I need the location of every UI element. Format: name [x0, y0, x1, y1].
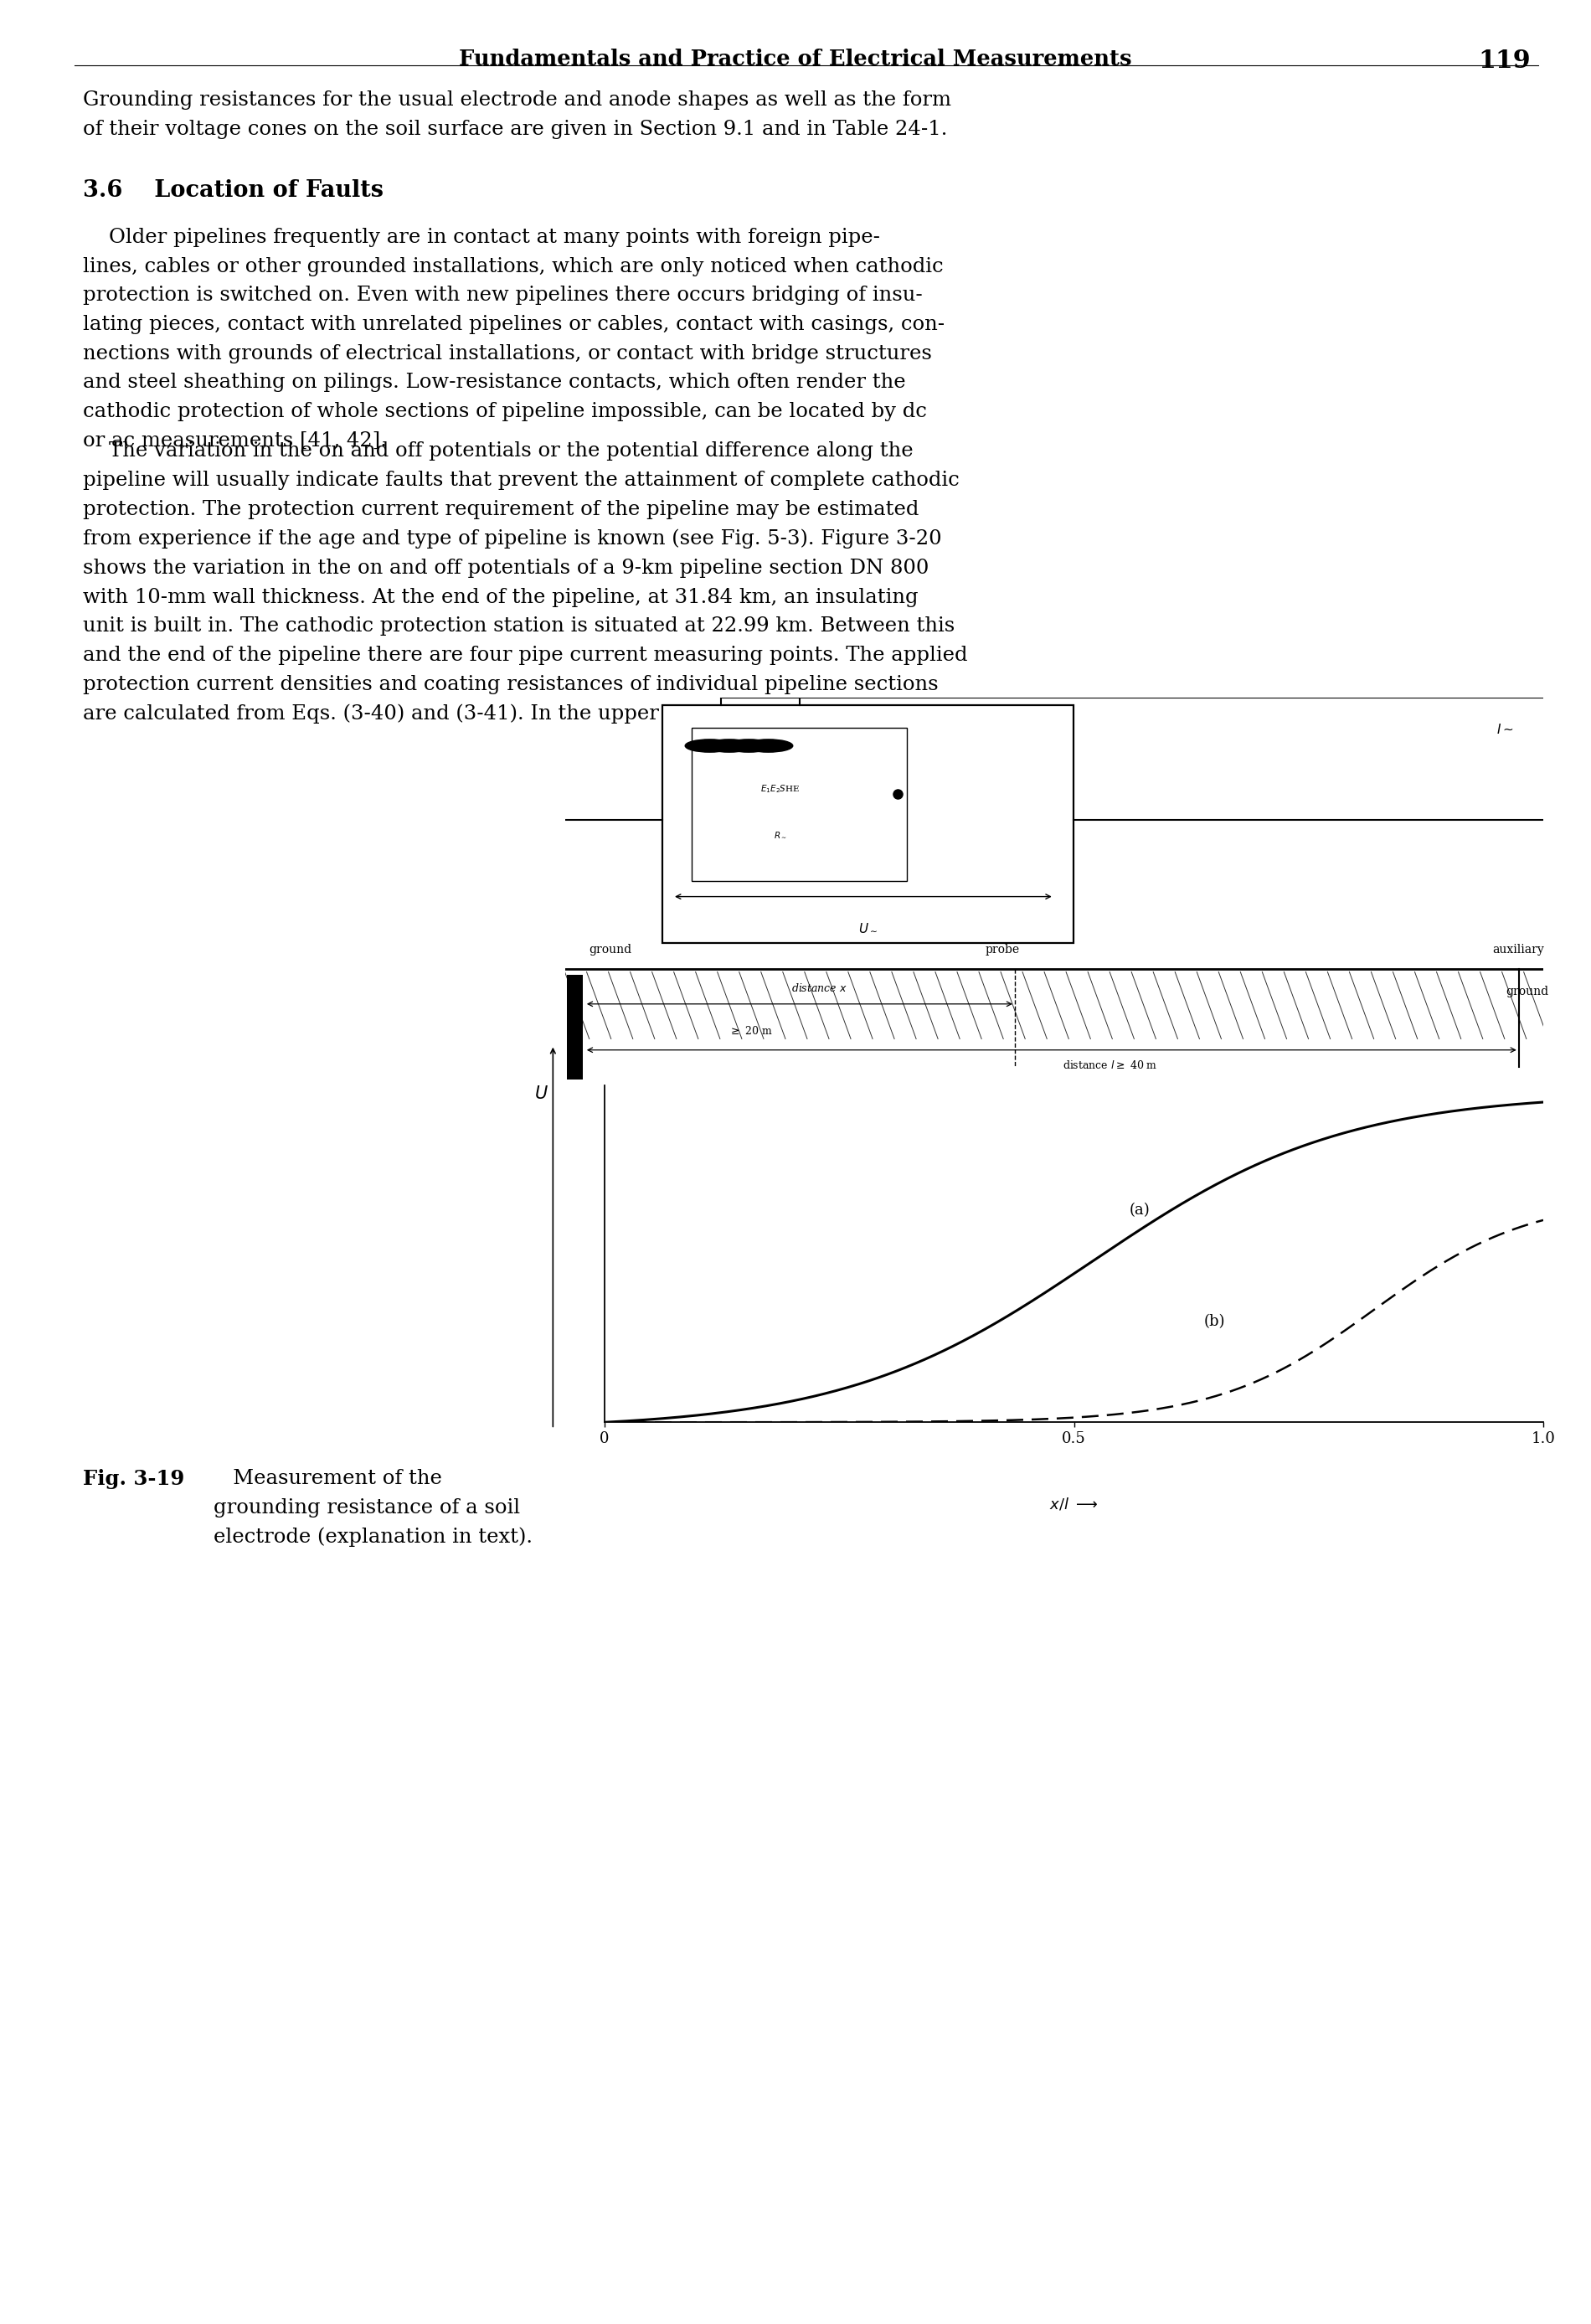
- Text: ground: ground: [589, 944, 632, 955]
- Text: auxiliary: auxiliary: [1492, 944, 1545, 955]
- Bar: [692, 727, 907, 881]
- Text: Grounding resistances for the usual electrode and anode shapes as well as the fo: Grounding resistances for the usual elec…: [83, 91, 951, 139]
- Text: probe: probe: [985, 944, 1020, 955]
- Text: Measurement of the
grounding resistance of a soil
electrode (explanation in text: Measurement of the grounding resistance …: [213, 1469, 533, 1548]
- Text: (a): (a): [1130, 1202, 1150, 1218]
- Text: distance $l \geq$ 40 m: distance $l \geq$ 40 m: [1063, 1060, 1158, 1071]
- Text: Fig. 3-19: Fig. 3-19: [83, 1469, 185, 1490]
- Text: $I\sim$: $I\sim$: [1497, 723, 1515, 737]
- Circle shape: [745, 739, 792, 753]
- Text: $\geq$ 20 m: $\geq$ 20 m: [729, 1025, 773, 1037]
- Circle shape: [686, 739, 733, 753]
- Text: Fundamentals and Practice of Electrical Measurements: Fundamentals and Practice of Electrical …: [460, 49, 1131, 70]
- Text: distance $x$: distance $x$: [791, 983, 846, 995]
- Text: $U_\sim$: $U_\sim$: [859, 923, 878, 934]
- Text: $E_1E_2S$HE: $E_1E_2S$HE: [760, 783, 800, 795]
- Circle shape: [705, 739, 754, 753]
- Text: Older pipelines frequently are in contact at many points with foreign pipe-
line: Older pipelines frequently are in contac…: [83, 228, 945, 451]
- Bar: [662, 704, 1074, 944]
- Text: $R_\sim$: $R_\sim$: [773, 830, 786, 839]
- Text: $\it{U}$: $\it{U}$: [535, 1085, 549, 1102]
- Text: 3.6    Location of Faults: 3.6 Location of Faults: [83, 179, 383, 202]
- Text: 119: 119: [1478, 49, 1531, 72]
- Circle shape: [724, 739, 773, 753]
- Text: ground: ground: [1507, 985, 1550, 997]
- Bar: [566, 974, 582, 1078]
- Text: The variation in the on and off potentials or the potential difference along the: The variation in the on and off potentia…: [83, 442, 967, 723]
- Text: $x/l$ $\longrightarrow$: $x/l$ $\longrightarrow$: [1050, 1497, 1098, 1513]
- Text: (b): (b): [1204, 1313, 1225, 1329]
